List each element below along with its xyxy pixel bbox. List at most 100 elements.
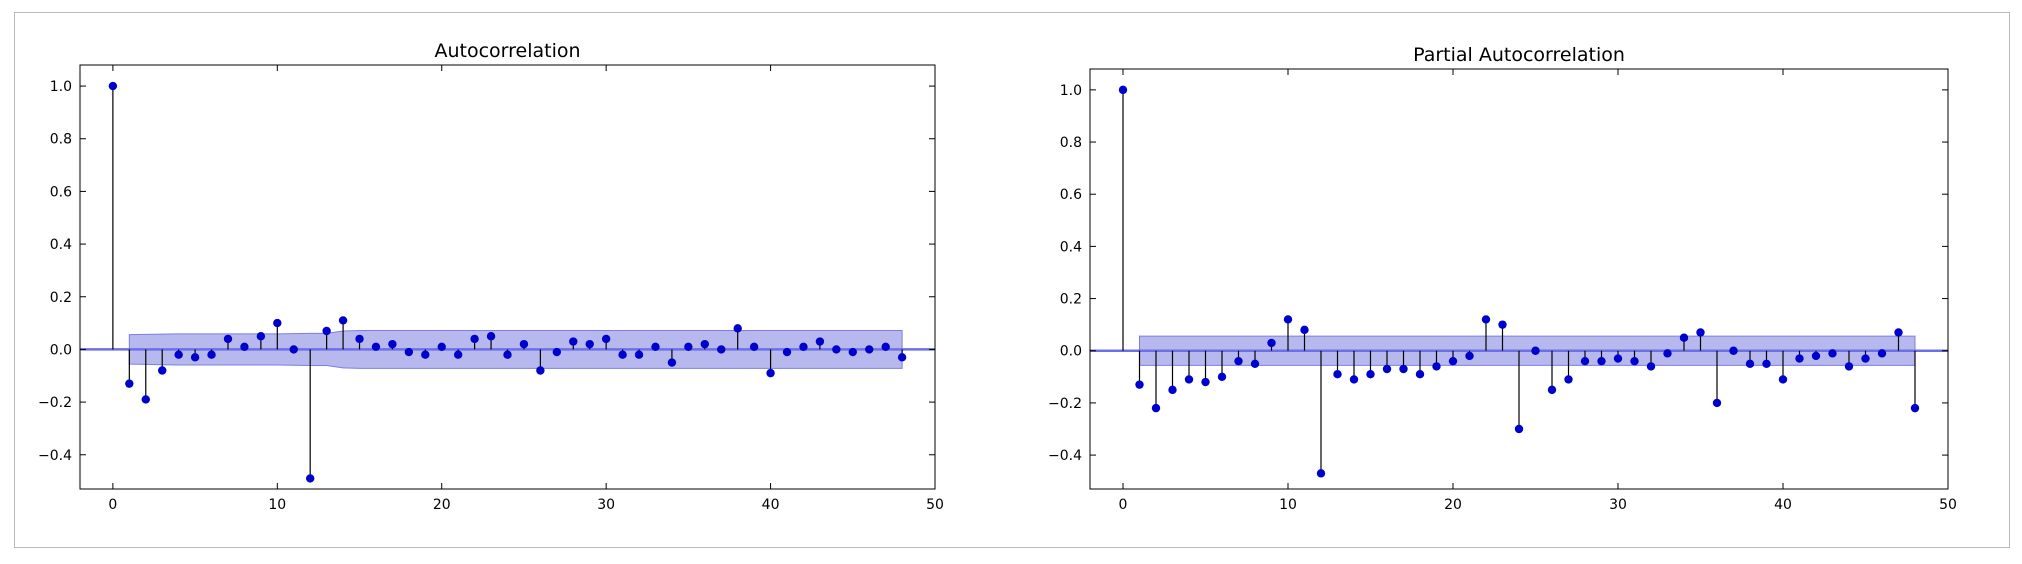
marker-lag-22 (470, 334, 479, 344)
chart-panel-pacf: 0 10 20 30 40 50 1.0 0.8 0.6 0.4 0.2 0.0 −0.2 −0.4 Par… (1048, 44, 1957, 513)
marker-lag-26 (1547, 385, 1557, 395)
marker-lag-41 (782, 347, 792, 357)
marker-lag-37 (717, 345, 726, 354)
marker-lag-24 (503, 350, 512, 359)
y-tick-label: 0.2 (1060, 292, 1082, 308)
marker-lag-19 (421, 350, 430, 359)
y-tick-label: 0.4 (50, 237, 72, 253)
marker-lag-20 (437, 342, 446, 351)
marker-lag-13 (322, 326, 331, 336)
marker-lag-23 (1498, 320, 1507, 329)
marker-lag-14 (1349, 375, 1359, 384)
marker-lag-47 (1894, 328, 1903, 337)
y-tick-label: −0.2 (1048, 396, 1082, 412)
marker-lag-14 (338, 316, 348, 325)
marker-lag-29 (585, 339, 594, 349)
marker-lag-23 (486, 332, 496, 341)
chart-title: Partial Autocorrelation (1413, 44, 1625, 66)
marker-lag-28 (569, 337, 578, 346)
marker-lag-9 (256, 332, 266, 341)
x-tick-label: 50 (926, 497, 944, 513)
x-tick-label: 50 (1939, 497, 1957, 513)
marker-lag-48 (897, 353, 907, 362)
marker-lag-12 (305, 474, 315, 483)
marker-lag-32 (634, 350, 644, 359)
y-tick-label: −0.2 (38, 395, 72, 411)
x-tick-label: 40 (762, 497, 780, 513)
y-tick-label: 0.6 (1060, 187, 1082, 203)
y-tick-label: −0.4 (38, 448, 72, 464)
marker-lag-21 (453, 350, 463, 359)
marker-lag-45 (848, 347, 857, 357)
marker-lag-45 (1861, 354, 1870, 363)
marker-lag-46 (1877, 349, 1887, 358)
x-tick-label: 30 (597, 497, 615, 513)
x-tick-label: 20 (1444, 497, 1462, 513)
marker-lag-24 (1514, 424, 1524, 434)
y-tick-label: 0.6 (50, 184, 72, 200)
marker-lag-25 (519, 339, 529, 349)
marker-lag-0 (1118, 85, 1128, 95)
marker-lag-36 (700, 339, 710, 349)
marker-lag-30 (1613, 354, 1623, 363)
marker-lag-15 (1366, 370, 1375, 379)
marker-lag-27 (552, 347, 562, 357)
chart-panel-acf: 0 10 20 30 40 50 1.0 0.8 0.6 0.4 0.2 0.0 −0.2 −0.4 Aut… (38, 40, 944, 513)
marker-lag-20 (1448, 356, 1458, 366)
marker-lag-21 (1465, 351, 1474, 361)
marker-lag-48 (1910, 403, 1920, 413)
y-tick-label: 0.0 (50, 342, 72, 358)
marker-lag-4 (1184, 375, 1194, 384)
marker-lag-13 (1333, 370, 1342, 379)
marker-lag-31 (1630, 356, 1639, 366)
marker-lag-25 (1531, 346, 1540, 355)
marker-lag-8 (1250, 359, 1260, 368)
marker-lag-6 (207, 350, 216, 359)
marker-lag-42 (799, 342, 808, 351)
marker-lag-6 (1217, 372, 1227, 382)
y-tick-label: 1.0 (1060, 83, 1082, 99)
marker-lag-36 (1712, 398, 1722, 408)
marker-lag-41 (1795, 354, 1804, 363)
marker-lag-44 (1844, 362, 1854, 371)
marker-lag-38 (1745, 359, 1755, 368)
marker-lag-19 (1432, 362, 1441, 371)
marker-lag-43 (815, 337, 825, 346)
marker-lag-35 (1696, 328, 1705, 337)
marker-lag-18 (404, 347, 414, 357)
chart-title: Autocorrelation (434, 40, 580, 62)
marker-lag-35 (684, 342, 693, 351)
figure-frame: 0 10 20 30 40 50 1.0 0.8 0.6 0.4 0.2 0.0 −0.2 −0.4 Aut… (14, 12, 2010, 548)
marker-lag-2 (141, 395, 150, 404)
marker-lag-30 (601, 334, 611, 344)
marker-lag-3 (158, 366, 167, 375)
marker-lag-34 (1679, 333, 1689, 342)
marker-lag-16 (371, 342, 381, 351)
marker-lag-22 (1481, 315, 1491, 324)
marker-lag-44 (832, 345, 841, 354)
marker-lag-17 (1399, 364, 1408, 374)
marker-lag-42 (1811, 351, 1821, 361)
marker-lag-0 (108, 81, 118, 91)
y-tick-label: 0.4 (1060, 239, 1082, 255)
marker-lag-32 (1646, 362, 1656, 371)
marker-lag-26 (536, 366, 545, 375)
marker-lag-40 (1778, 375, 1788, 384)
x-tick-label: 40 (1774, 497, 1792, 513)
marker-lag-5 (190, 353, 200, 362)
x-tick-label: 0 (108, 497, 117, 513)
marker-lag-33 (1663, 349, 1672, 358)
x-tick-label: 10 (1279, 497, 1297, 513)
marker-lag-47 (881, 342, 890, 351)
y-tick-label: −0.4 (1048, 448, 1082, 464)
marker-lag-34 (667, 358, 677, 367)
x-tick-label: 0 (1119, 497, 1128, 513)
x-tick-label: 30 (1609, 497, 1627, 513)
y-tick-label: 0.8 (50, 132, 72, 148)
marker-lag-8 (240, 342, 249, 351)
marker-lag-1 (125, 379, 134, 388)
marker-lag-10 (273, 318, 282, 328)
marker-lag-17 (388, 339, 397, 349)
marker-lag-37 (1729, 346, 1738, 355)
marker-lag-12 (1316, 469, 1326, 478)
